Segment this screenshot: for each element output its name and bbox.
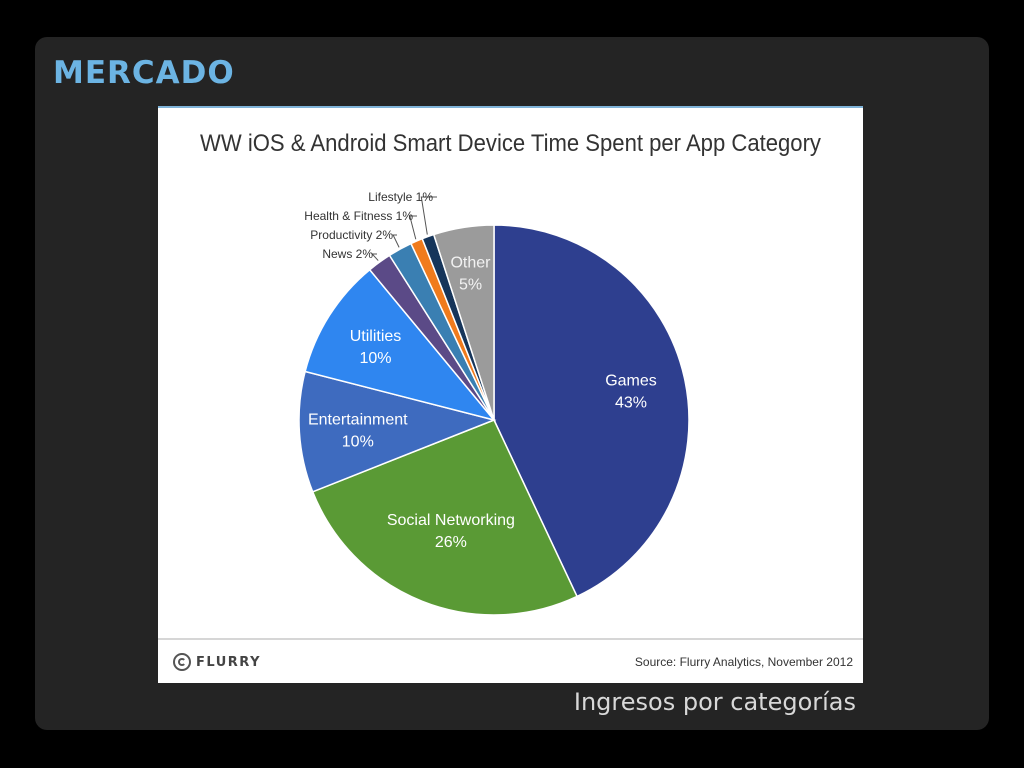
leader-line-health-fitness — [409, 215, 417, 240]
slice-value-games: 43% — [615, 394, 647, 411]
slice-value-entertainment: 10% — [342, 434, 374, 451]
slice-value-utilities: 10% — [359, 350, 391, 367]
slice-label-lifestyle: Lifestyle 1% — [368, 190, 433, 204]
slide: MERCADO WW iOS & Android Smart Device Ti… — [35, 37, 989, 730]
flurry-logo-icon — [173, 653, 191, 671]
slice-value-other: 5% — [459, 277, 482, 294]
slide-title: MERCADO — [53, 55, 235, 91]
slice-label-entertainment: Entertainment — [308, 412, 408, 429]
logo-text: FLURRY — [196, 654, 261, 670]
slide-caption: Ingresos por categorías — [573, 688, 856, 716]
pie-slice-other — [432, 224, 495, 421]
slice-value-social-networking: 26% — [435, 534, 467, 551]
pie-chart: Games 43% Social Networking 26% Entertainmen… — [298, 190, 690, 616]
leader-line-productivity — [392, 234, 400, 248]
footer-divider — [158, 638, 863, 640]
slice-label-social-networking: Social Networking — [387, 512, 515, 529]
pie-slice-social-networking — [311, 419, 579, 616]
slice-label-other: Other — [450, 255, 491, 272]
leader-line-lifestyle — [420, 196, 437, 235]
slice-label-productivity: Productivity 2% — [310, 228, 393, 242]
slice-label-games: Games — [605, 372, 657, 389]
slice-label-health-fitness: Health & Fitness 1% — [304, 209, 413, 223]
chart-source: Source: Flurry Analytics, November 2012 — [634, 655, 853, 669]
pie-slice-games — [493, 224, 690, 598]
pie-slice-entertainment — [298, 370, 497, 493]
flurry-logo: FLURRY — [173, 653, 261, 671]
chart-figure: WW iOS & Android Smart Device Time Spent… — [158, 106, 863, 683]
leader-line-news — [371, 253, 379, 261]
slice-label-news: News 2% — [322, 247, 373, 261]
chart-title: WW iOS & Android Smart Device Time Spent… — [200, 130, 821, 157]
pie-slice-utilities — [304, 268, 497, 422]
slice-label-utilities: Utilities — [350, 328, 402, 345]
